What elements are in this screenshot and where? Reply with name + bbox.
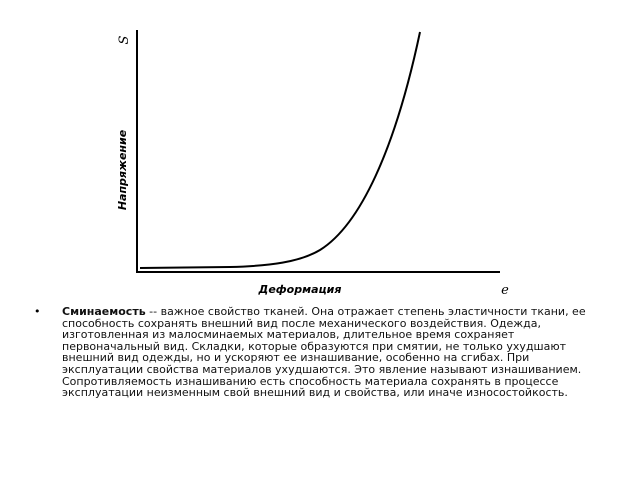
term: Сминаемость — [62, 305, 146, 318]
y-axis-symbol: S — [117, 35, 132, 44]
bullet-marker: • — [34, 305, 41, 318]
curve — [139, 31, 421, 269]
description: -- важное свойство тканей. Она отражает … — [62, 305, 586, 400]
bullet-text: Сминаемость -- важное свойство тканей. О… — [62, 306, 612, 399]
y-axis-label: Напряжение — [116, 129, 129, 210]
figure: S Напряжение Деформация e — [116, 30, 509, 298]
x-axis-label: Деформация — [258, 283, 342, 296]
x-axis-symbol: e — [501, 283, 509, 298]
